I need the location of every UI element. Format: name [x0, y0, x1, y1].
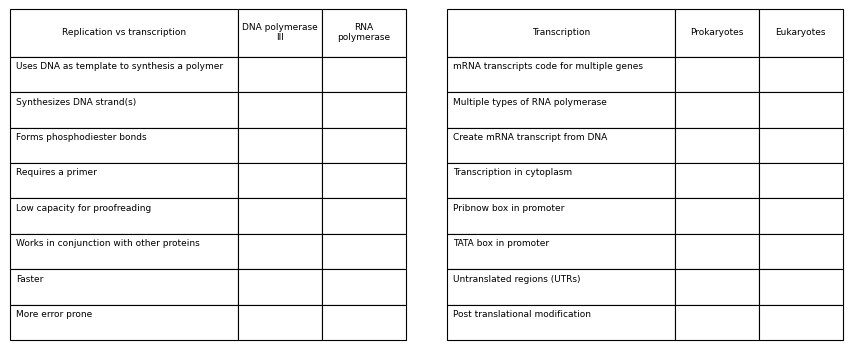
- Text: Multiple types of RNA polymerase: Multiple types of RNA polymerase: [452, 98, 606, 107]
- Bar: [757, 128, 842, 163]
- Bar: [446, 198, 674, 234]
- Bar: [757, 305, 842, 340]
- Text: mRNA transcripts code for multiple genes: mRNA transcripts code for multiple genes: [452, 62, 642, 71]
- Bar: [674, 128, 757, 163]
- Text: Transcription in cytoplasm: Transcription in cytoplasm: [452, 168, 572, 177]
- Bar: [757, 234, 842, 269]
- Text: Create mRNA transcript from DNA: Create mRNA transcript from DNA: [452, 133, 607, 142]
- Bar: [446, 92, 674, 128]
- Bar: [10, 234, 238, 269]
- Text: Forms phosphodiester bonds: Forms phosphodiester bonds: [16, 133, 147, 142]
- Bar: [238, 9, 321, 57]
- Text: Replication vs transcription: Replication vs transcription: [62, 28, 186, 37]
- Bar: [321, 9, 406, 57]
- Bar: [446, 57, 674, 92]
- Text: Post translational modification: Post translational modification: [452, 310, 590, 319]
- Bar: [674, 57, 757, 92]
- Bar: [446, 128, 674, 163]
- Bar: [10, 9, 238, 57]
- Text: Works in conjunction with other proteins: Works in conjunction with other proteins: [16, 239, 199, 248]
- Bar: [10, 198, 238, 234]
- Bar: [238, 198, 321, 234]
- Text: More error prone: More error prone: [16, 310, 92, 319]
- Bar: [674, 9, 757, 57]
- Text: Synthesizes DNA strand(s): Synthesizes DNA strand(s): [16, 98, 136, 107]
- Bar: [446, 9, 674, 57]
- Bar: [321, 198, 406, 234]
- Bar: [446, 234, 674, 269]
- Bar: [757, 163, 842, 198]
- Bar: [757, 9, 842, 57]
- Bar: [238, 234, 321, 269]
- Bar: [674, 163, 757, 198]
- Text: Uses DNA as template to synthesis a polymer: Uses DNA as template to synthesis a poly…: [16, 62, 223, 71]
- Bar: [674, 92, 757, 128]
- Bar: [321, 269, 406, 305]
- Text: Eukaryotes: Eukaryotes: [774, 28, 825, 37]
- Text: Low capacity for proofreading: Low capacity for proofreading: [16, 204, 152, 213]
- Bar: [321, 305, 406, 340]
- Bar: [446, 163, 674, 198]
- Bar: [238, 92, 321, 128]
- Text: DNA polymerase
III: DNA polymerase III: [242, 23, 318, 42]
- Bar: [238, 57, 321, 92]
- Bar: [674, 269, 757, 305]
- Bar: [10, 163, 238, 198]
- Bar: [238, 305, 321, 340]
- Text: Requires a primer: Requires a primer: [16, 168, 97, 177]
- Bar: [238, 163, 321, 198]
- Bar: [321, 92, 406, 128]
- Bar: [321, 128, 406, 163]
- Bar: [674, 198, 757, 234]
- Text: Prokaryotes: Prokaryotes: [689, 28, 742, 37]
- Bar: [10, 305, 238, 340]
- Bar: [674, 234, 757, 269]
- Bar: [321, 234, 406, 269]
- Bar: [757, 57, 842, 92]
- Bar: [10, 128, 238, 163]
- Text: Faster: Faster: [16, 274, 43, 283]
- Text: Pribnow box in promoter: Pribnow box in promoter: [452, 204, 564, 213]
- Bar: [238, 128, 321, 163]
- Bar: [757, 269, 842, 305]
- Text: RNA
polymerase: RNA polymerase: [337, 23, 390, 42]
- Bar: [446, 269, 674, 305]
- Text: TATA box in promoter: TATA box in promoter: [452, 239, 549, 248]
- Bar: [10, 57, 238, 92]
- Bar: [757, 92, 842, 128]
- Bar: [321, 163, 406, 198]
- Bar: [321, 57, 406, 92]
- Text: Transcription: Transcription: [531, 28, 590, 37]
- Text: Untranslated regions (UTRs): Untranslated regions (UTRs): [452, 274, 579, 283]
- Bar: [446, 305, 674, 340]
- Bar: [10, 92, 238, 128]
- Bar: [757, 198, 842, 234]
- Bar: [238, 269, 321, 305]
- Bar: [10, 269, 238, 305]
- Bar: [674, 305, 757, 340]
